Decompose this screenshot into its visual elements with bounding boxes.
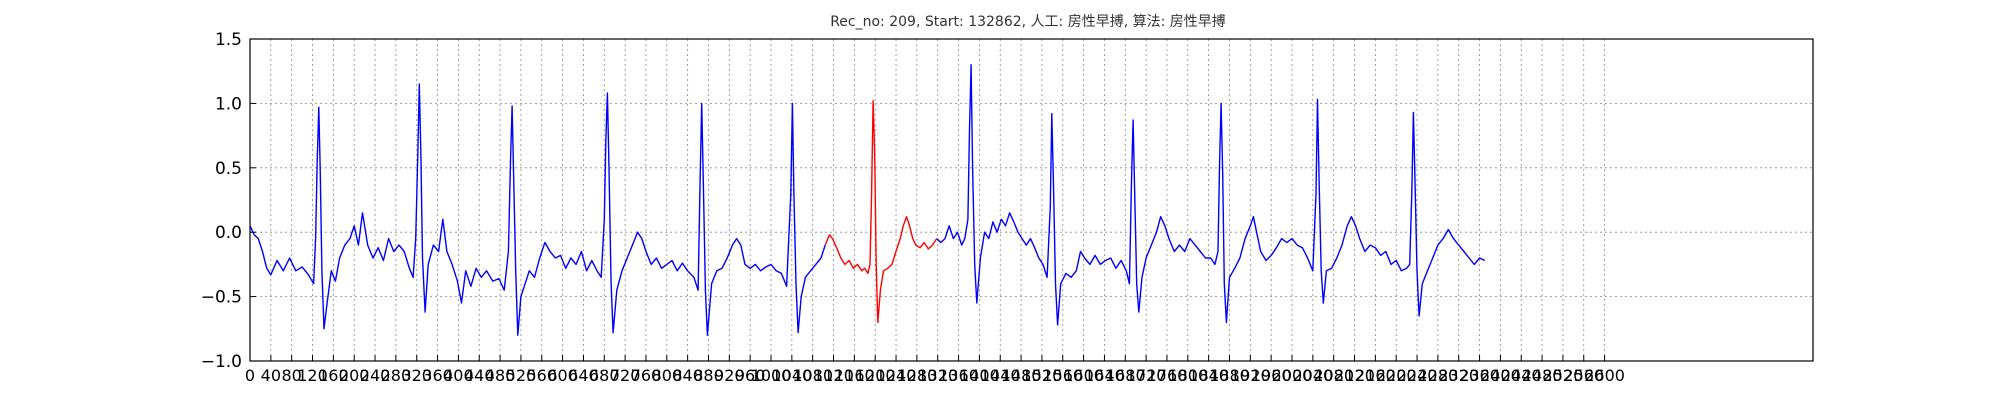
- x-tick-label: 2400: [1480, 366, 1521, 385]
- plot-frame: [249, 38, 1814, 362]
- x-tick-label: 1720: [1126, 366, 1167, 385]
- x-tick-label: 2240: [1397, 366, 1438, 385]
- x-tick-label: 1120: [813, 366, 854, 385]
- x-tick-label: 2000: [1272, 366, 1313, 385]
- x-tick-label: 840: [672, 366, 703, 385]
- x-tick-label: 2080: [1313, 366, 1354, 385]
- y-tick-label: 0.5: [215, 159, 242, 179]
- x-tick-label: 80: [282, 366, 302, 385]
- x-tick-label: 0: [245, 366, 255, 385]
- series-line-1: [824, 100, 938, 324]
- x-tick-label: 1800: [1167, 366, 1208, 385]
- x-tick-label: 800: [652, 366, 683, 385]
- x-axis-ticks: 0 40 8012016020024028032036040044048052056…: [245, 355, 1625, 385]
- x-tick-label: 2560: [1563, 366, 1604, 385]
- y-tick-label: 1.0: [215, 94, 242, 114]
- x-tick-label: 320: [401, 366, 432, 385]
- y-tick-label: 1.5: [215, 30, 242, 50]
- x-tick-label: 1280: [897, 366, 938, 385]
- x-tick-label: 920: [714, 366, 745, 385]
- x-tick-label: 600: [547, 366, 578, 385]
- x-tick-label: 400: [443, 366, 474, 385]
- x-tick-label: 560: [526, 366, 557, 385]
- x-tick-label: 160: [318, 366, 349, 385]
- x-tick-label: 960: [735, 366, 766, 385]
- x-tick-label: 880: [693, 366, 724, 385]
- chart-title: Rec_no: 209, Start: 132862, 人工: 房性早搏, 算法…: [830, 13, 1226, 30]
- x-tick-label: 280: [381, 366, 412, 385]
- x-tick-label: 1160: [834, 366, 875, 385]
- x-tick-label: 1760: [1147, 366, 1188, 385]
- x-tick-label: 1560: [1042, 366, 1083, 385]
- x-tick-label: 1480: [1001, 366, 1042, 385]
- grid-lines: [250, 39, 1813, 361]
- x-tick-label: 1040: [771, 366, 812, 385]
- series-line-0: [249, 83, 826, 336]
- x-tick-label: 2520: [1543, 366, 1584, 385]
- x-tick-label: 120: [297, 366, 328, 385]
- x-tick-label: 1360: [938, 366, 979, 385]
- series-line-2: [936, 64, 1486, 326]
- x-tick-label: 2280: [1418, 366, 1459, 385]
- x-tick-label: 2360: [1459, 366, 1500, 385]
- y-tick-label: −0.5: [201, 288, 242, 308]
- x-tick-label: 1600: [1063, 366, 1104, 385]
- x-tick-label: 1960: [1251, 366, 1292, 385]
- x-tick-label: 520: [506, 366, 537, 385]
- x-tick-label: 2040: [1292, 366, 1333, 385]
- x-tick-label: 40: [261, 366, 281, 385]
- series-lines: [249, 64, 1486, 336]
- x-tick-label: 1240: [876, 366, 917, 385]
- y-tick-label: −1.0: [201, 352, 242, 372]
- x-tick-label: 1640: [1084, 366, 1125, 385]
- x-tick-label: 1440: [980, 366, 1021, 385]
- x-tick-label: 440: [464, 366, 495, 385]
- x-tick-label: 2480: [1522, 366, 1563, 385]
- x-tick-label: 2320: [1438, 366, 1479, 385]
- x-tick-label: 2200: [1376, 366, 1417, 385]
- x-tick-label: 1520: [1022, 366, 1063, 385]
- x-tick-label: 1880: [1209, 366, 1250, 385]
- x-tick-label: 720: [610, 366, 641, 385]
- x-tick-label: 2600: [1584, 366, 1625, 385]
- x-tick-label: 1000: [751, 366, 792, 385]
- x-tick-label: 1080: [792, 366, 833, 385]
- x-tick-label: 2120: [1334, 366, 1375, 385]
- x-tick-label: 1680: [1105, 366, 1146, 385]
- x-tick-label: 1400: [959, 366, 1000, 385]
- y-axis-ticks: 1.5 1.0 0.5 0.0 −0.5 −1.0: [201, 30, 256, 372]
- x-tick-label: 480: [485, 366, 516, 385]
- x-tick-label: 680: [589, 366, 620, 385]
- x-tick-label: 240: [360, 366, 391, 385]
- x-tick-label: 200: [339, 366, 370, 385]
- y-tick-label: 0.0: [215, 223, 242, 243]
- x-tick-label: 1320: [917, 366, 958, 385]
- x-tick-label: 1920: [1230, 366, 1271, 385]
- x-tick-label: 760: [631, 366, 662, 385]
- x-tick-label: 1200: [855, 366, 896, 385]
- x-tick-label: 1840: [1188, 366, 1229, 385]
- x-tick-label: 2160: [1355, 366, 1396, 385]
- x-tick-label: 2440: [1501, 366, 1542, 385]
- x-tick-label: 640: [568, 366, 599, 385]
- x-tick-label: 360: [422, 366, 453, 385]
